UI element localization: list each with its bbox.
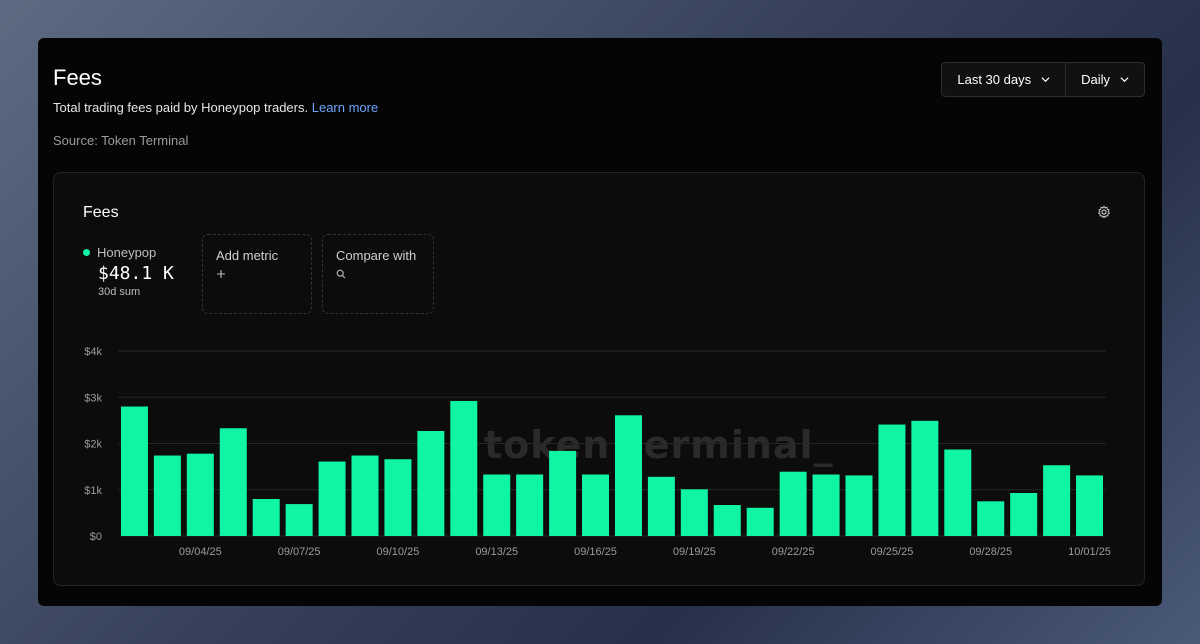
chevron-down-icon [1120, 77, 1129, 83]
add-metric-button[interactable]: Add metric [202, 234, 312, 314]
fees-card: Fees Total trading fees paid by Honeypop… [38, 38, 1162, 606]
bar[interactable] [450, 400, 478, 536]
bar[interactable] [1043, 465, 1071, 536]
bar[interactable] [252, 499, 280, 536]
bar[interactable] [549, 450, 577, 536]
legend-entry: Honeypop [83, 245, 174, 260]
fees-bar-chart: $0 $1k $2k $3k $4k 09/04/25 09/07/25 09/10/25 09… [84, 346, 1111, 558]
bar[interactable] [812, 474, 840, 536]
x-tick-label: 09/22/25 [772, 546, 815, 558]
bar[interactable] [746, 507, 774, 536]
x-tick-label: 09/07/25 [278, 546, 321, 558]
subtitle-text: Total trading fees paid by Honeypop trad… [53, 100, 309, 115]
search-icon [336, 269, 346, 279]
y-tick-label: $0 [90, 531, 102, 543]
bar[interactable] [977, 501, 1005, 536]
bar[interactable] [120, 406, 148, 537]
bar[interactable] [153, 455, 181, 536]
bar[interactable] [516, 474, 544, 536]
chevron-down-icon [1041, 77, 1050, 83]
x-tick-label: 09/16/25 [574, 546, 617, 558]
x-tick-label: 10/01/25 [1068, 546, 1111, 558]
plus-icon [217, 270, 225, 278]
interval-label: Daily [1081, 72, 1110, 87]
learn-more-link[interactable]: Learn more [311, 100, 379, 115]
add-metric-label: Add metric [216, 248, 279, 263]
x-tick-label: 09/10/25 [377, 546, 420, 558]
x-tick-label: 09/25/25 [871, 546, 914, 558]
bar[interactable] [911, 420, 939, 536]
bar[interactable] [384, 459, 412, 536]
x-tick-label: 09/13/25 [475, 546, 518, 558]
bar[interactable] [219, 428, 247, 536]
bar[interactable] [713, 505, 741, 536]
page-subtitle: Total trading fees paid by Honeypop trad… [53, 100, 378, 115]
y-tick-label: $1k [84, 485, 102, 497]
compare-with-button[interactable]: Compare with [322, 234, 434, 314]
legend-name: Honeypop [97, 245, 157, 260]
bar[interactable] [944, 449, 972, 536]
bar[interactable] [1010, 492, 1038, 536]
bar[interactable] [351, 455, 379, 536]
x-tick-label: 09/28/25 [969, 546, 1012, 558]
bar[interactable] [318, 461, 346, 536]
legend-value: $48.1 K [98, 263, 174, 284]
bar[interactable] [845, 475, 873, 536]
y-tick-label: $3k [84, 392, 102, 404]
watermark: token terminal_ [484, 423, 834, 467]
interval-dropdown[interactable]: Daily [1065, 63, 1144, 96]
bar[interactable] [285, 504, 313, 536]
chart-controls: Last 30 days Daily [941, 62, 1145, 97]
y-tick-label: $4k [84, 346, 102, 358]
chart-panel: Fees Honeypop $48.1 K 30d sum Add metric… [53, 172, 1145, 586]
compare-with-label: Compare with [336, 248, 417, 263]
bar[interactable] [417, 431, 445, 536]
chart-title: Fees [83, 204, 119, 221]
bar[interactable] [483, 474, 511, 536]
bar[interactable] [582, 474, 610, 536]
page-title: Fees [53, 65, 102, 90]
series-legend[interactable]: Honeypop $48.1 K 30d sum [83, 245, 174, 298]
source-label: Source: Token Terminal [53, 133, 189, 148]
y-tick-label: $2k [84, 439, 102, 451]
x-tick-label: 09/04/25 [179, 546, 222, 558]
gear-icon[interactable] [1097, 205, 1111, 219]
bar[interactable] [614, 415, 642, 536]
bar[interactable] [779, 471, 807, 536]
bar[interactable] [680, 489, 708, 536]
series-dot-icon [83, 249, 90, 256]
legend-sub: 30d sum [98, 286, 141, 298]
bar[interactable] [878, 424, 906, 536]
x-tick-label: 09/19/25 [673, 546, 716, 558]
bar[interactable] [186, 453, 214, 536]
range-dropdown[interactable]: Last 30 days [942, 63, 1065, 96]
range-label: Last 30 days [957, 72, 1032, 87]
bar[interactable] [647, 476, 675, 536]
bar[interactable] [1076, 475, 1104, 536]
